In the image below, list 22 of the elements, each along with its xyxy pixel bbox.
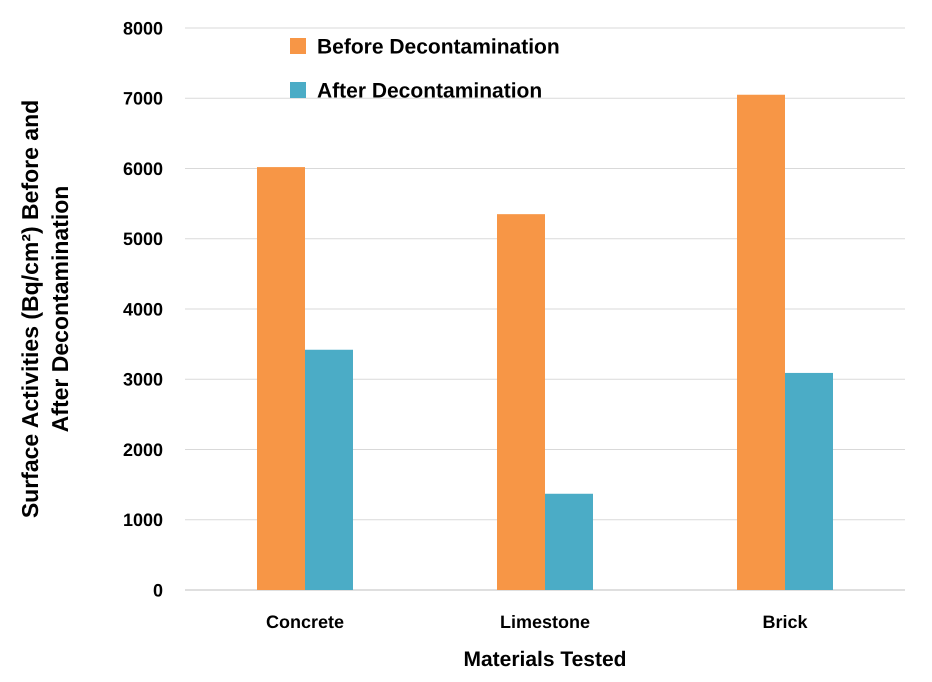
y-tick-label: 7000 (122, 88, 163, 109)
bar (497, 214, 545, 590)
y-tick-label: 5000 (122, 229, 163, 250)
y-tick-label: 1000 (122, 510, 163, 530)
x-tick-label: Concrete (266, 612, 344, 632)
y-tick-label: 8000 (122, 18, 163, 38)
legend-label: After Decontamination (317, 79, 542, 102)
y-tick-label: 2000 (122, 440, 163, 460)
bar (785, 372, 833, 590)
bar (737, 94, 785, 590)
legend-label: Before Decontamination (317, 35, 560, 58)
x-axis-title: Materials Tested (463, 648, 627, 671)
bar (257, 167, 305, 590)
y-tick-label: 4000 (122, 299, 163, 320)
x-tick-label: Limestone (500, 612, 590, 632)
bar (305, 350, 353, 590)
y-tick-label: 6000 (122, 158, 163, 179)
y-axis-title: Surface Activities (Bq/cm²) Before and After Decontamination (17, 100, 73, 518)
y-tick-label: 3000 (122, 370, 163, 390)
y-tick-label: 0 (152, 580, 163, 600)
bar (545, 494, 593, 590)
x-tick-label: Brick (762, 612, 808, 632)
